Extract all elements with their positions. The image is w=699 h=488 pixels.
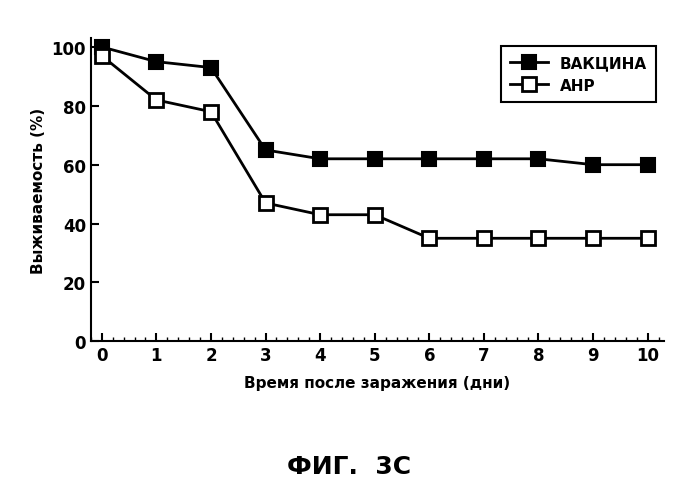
ВАКЦИНА	[261, 148, 270, 154]
АНР	[152, 98, 161, 103]
ВАКЦИНА	[370, 157, 379, 163]
Line: АНР: АНР	[95, 50, 655, 246]
ВАКЦИНА	[425, 157, 433, 163]
ВАКЦИНА	[534, 157, 542, 163]
ВАКЦИНА	[316, 157, 324, 163]
АНР	[370, 212, 379, 218]
ВАКЦИНА	[644, 163, 652, 168]
АНР	[425, 236, 433, 242]
ВАКЦИНА	[480, 157, 488, 163]
Legend: ВАКЦИНА, АНР: ВАКЦИНА, АНР	[500, 47, 656, 102]
Y-axis label: Выживаемость (%): Выживаемость (%)	[31, 107, 46, 273]
ВАКЦИНА	[152, 60, 161, 65]
АНР	[98, 54, 106, 60]
Line: ВАКЦИНА: ВАКЦИНА	[95, 41, 655, 172]
X-axis label: Время после заражения (дни): Время после заражения (дни)	[245, 375, 510, 390]
АНР	[589, 236, 597, 242]
Text: ФИГ.  3С: ФИГ. 3С	[287, 454, 412, 478]
ВАКЦИНА	[589, 163, 597, 168]
АНР	[316, 212, 324, 218]
АНР	[480, 236, 488, 242]
АНР	[644, 236, 652, 242]
ВАКЦИНА	[207, 65, 215, 71]
ВАКЦИНА	[98, 45, 106, 51]
АНР	[534, 236, 542, 242]
АНР	[261, 201, 270, 206]
АНР	[207, 109, 215, 115]
